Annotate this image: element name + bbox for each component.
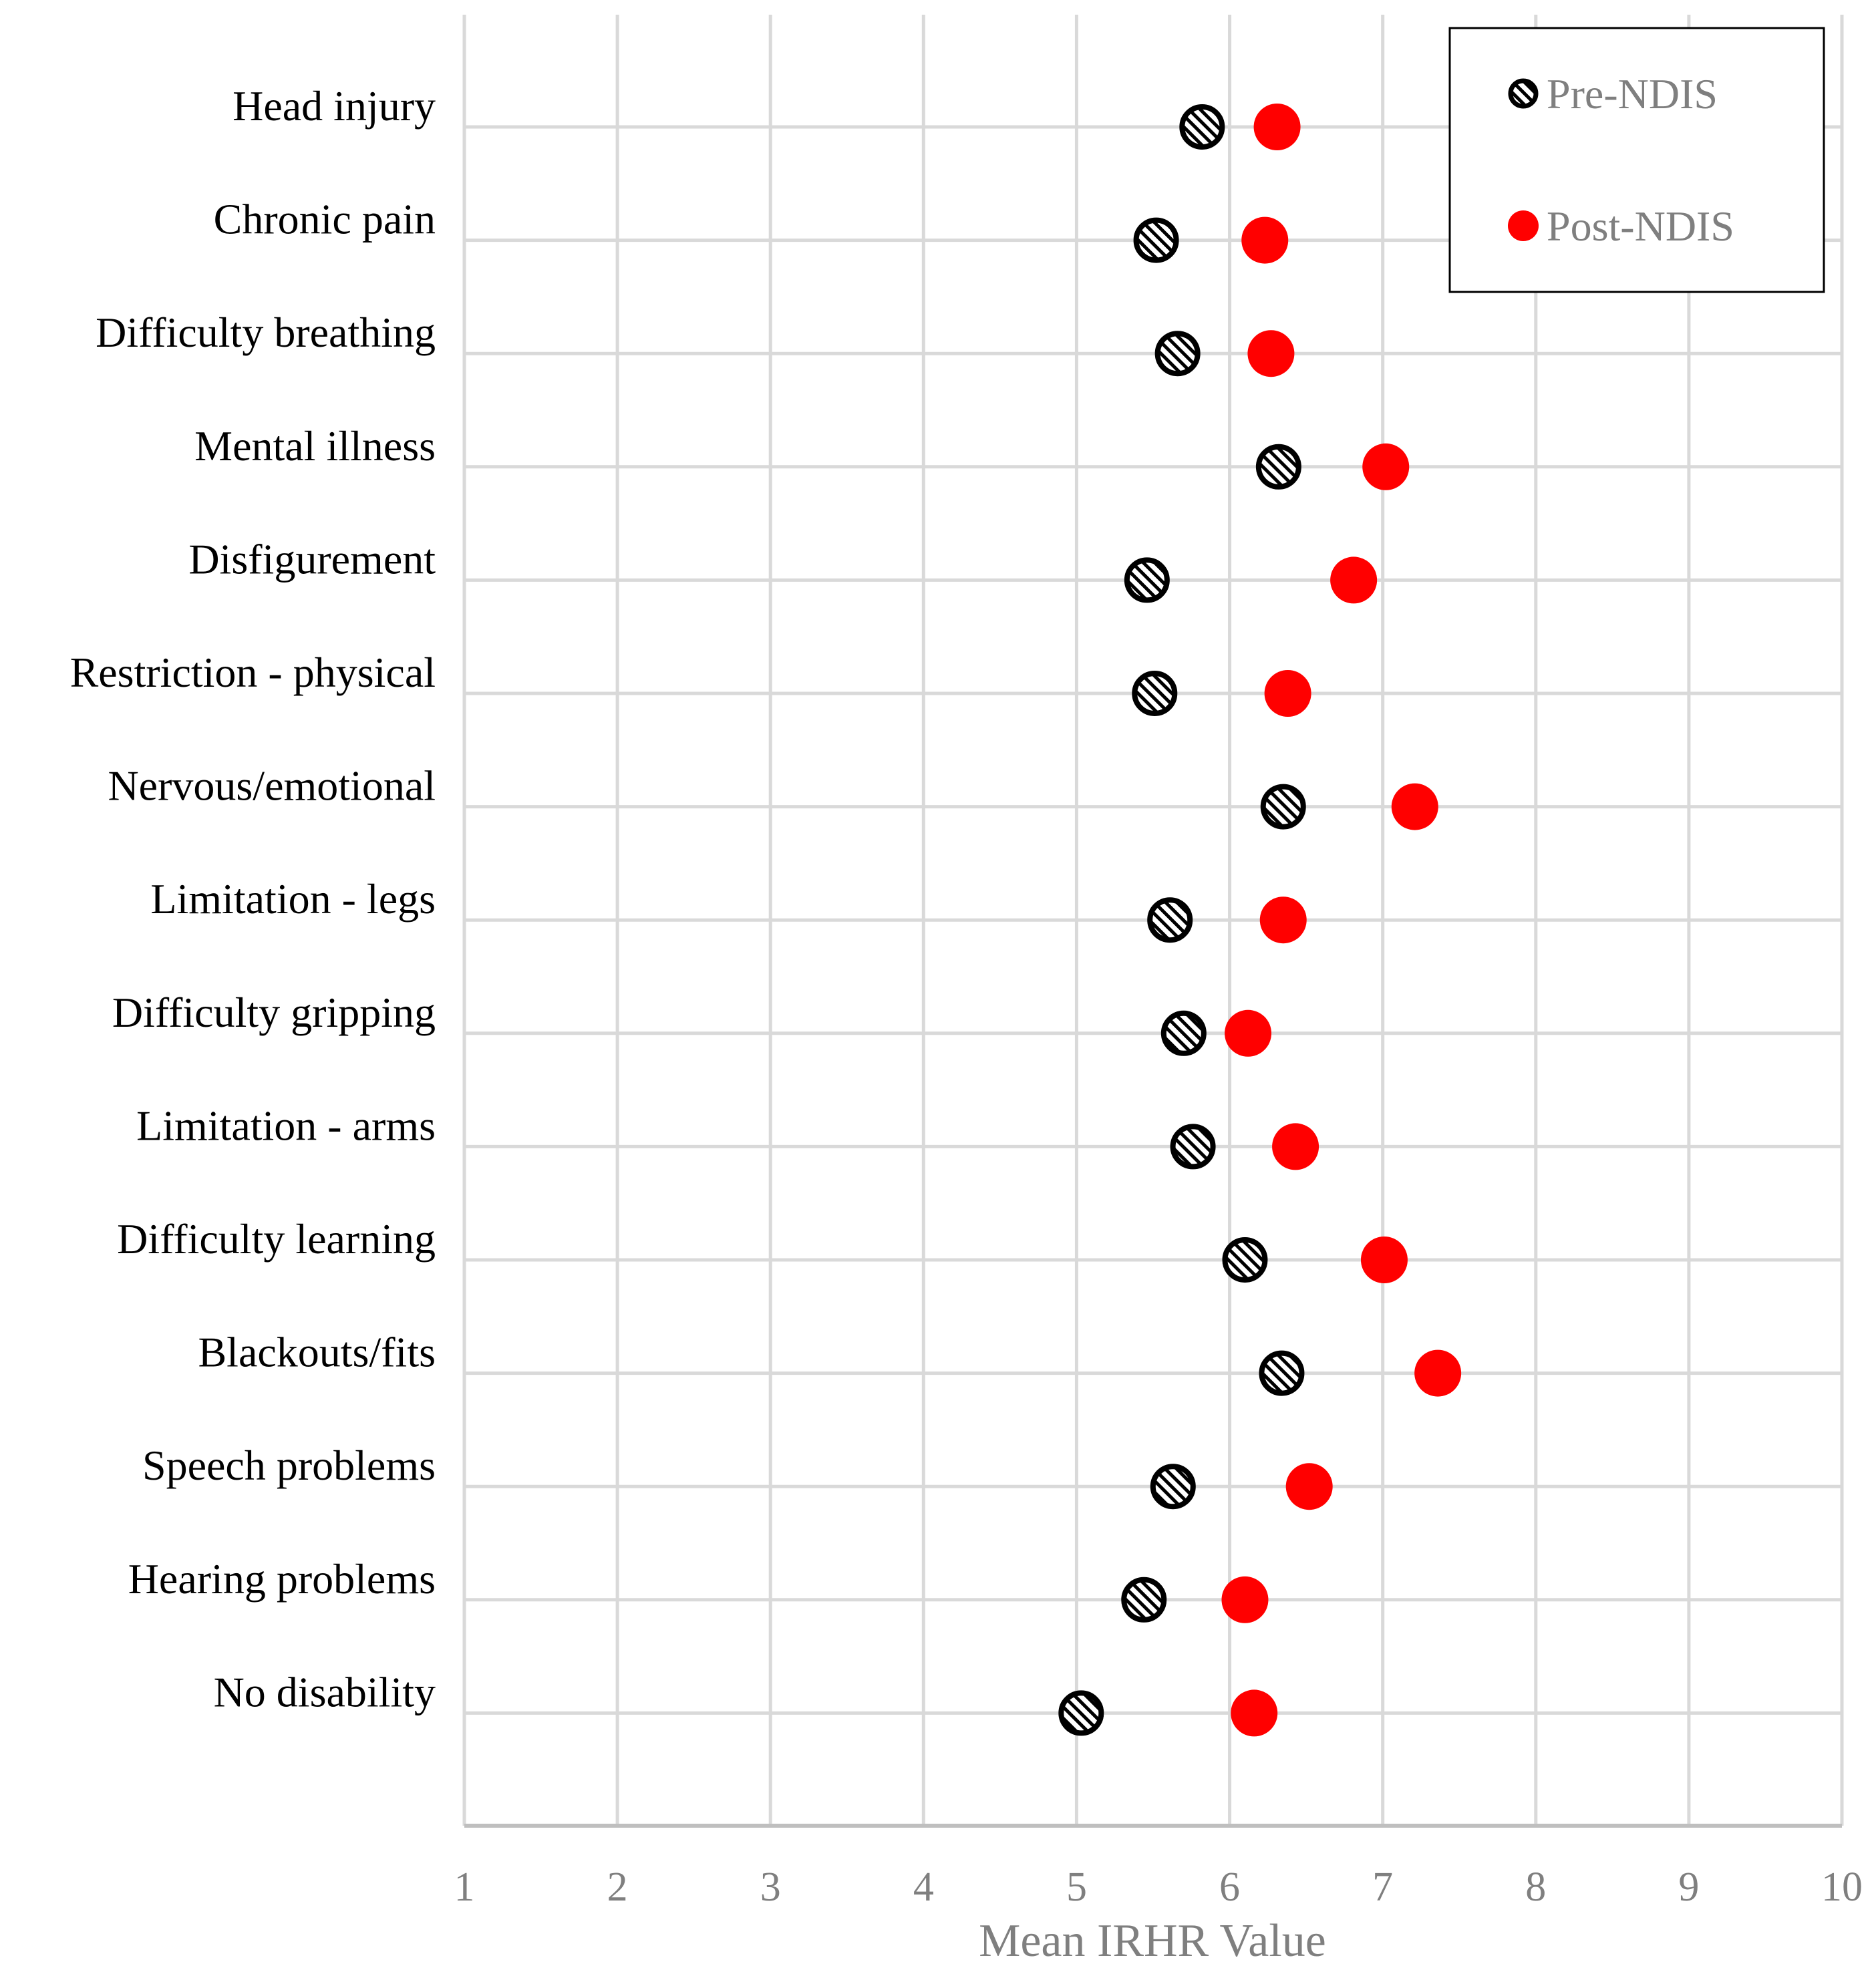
point-post-ndis-blackouts-fits <box>1414 1349 1462 1397</box>
category-label-difficulty-gripping: Difficulty gripping <box>112 989 436 1036</box>
category-label-limitation-legs: Limitation - legs <box>150 875 436 923</box>
category-labels: Head injury Chronic pain Difficulty breath… <box>70 82 436 1715</box>
x-tick-label: 4 <box>913 1864 934 1910</box>
category-label-head-injury: Head injury <box>232 82 436 130</box>
x-tick-label: 2 <box>607 1864 628 1910</box>
legend: Pre-NDIS Post-NDIS <box>1448 27 1825 293</box>
point-post-ndis-mental-illness <box>1362 443 1410 490</box>
category-label-hearing-problems: Hearing problems <box>128 1555 436 1603</box>
category-label-nervous-emotional: Nervous/emotional <box>108 762 436 810</box>
point-post-ndis-restriction-physical <box>1264 670 1311 717</box>
category-label-speech-problems: Speech problems <box>142 1442 436 1489</box>
x-tick-label: 3 <box>760 1864 781 1910</box>
point-pre-ndis-no-disability <box>1058 1690 1104 1736</box>
x-tick-label: 7 <box>1372 1864 1393 1910</box>
point-post-ndis-chronic-pain <box>1241 216 1289 264</box>
legend-box <box>1448 27 1825 293</box>
point-post-ndis-limitation-arms <box>1272 1123 1319 1170</box>
point-pre-ndis-mental-illness <box>1255 444 1301 490</box>
point-post-ndis-head-injury <box>1253 104 1301 150</box>
point-pre-ndis-difficulty-learning <box>1222 1237 1268 1283</box>
point-pre-ndis-limitation-arms <box>1170 1124 1216 1170</box>
point-post-ndis-nervous-emotional <box>1391 783 1438 830</box>
point-pre-ndis-restriction-physical <box>1132 671 1178 716</box>
point-post-ndis-disfigurement <box>1330 556 1378 604</box>
legend-label-pre-ndis: Pre-NDIS <box>1547 70 1718 118</box>
point-pre-ndis-nervous-emotional <box>1260 784 1306 830</box>
legend-marker-post-ndis <box>1508 210 1539 241</box>
point-pre-ndis-limitation-legs <box>1147 897 1193 943</box>
category-label-disfigurement: Disfigurement <box>188 535 436 583</box>
point-pre-ndis-difficulty-gripping <box>1160 1010 1207 1056</box>
x-tick-label: 8 <box>1525 1864 1546 1910</box>
category-label-blackouts-fits: Blackouts/fits <box>198 1329 436 1376</box>
point-pre-ndis-hearing-problems <box>1121 1577 1167 1623</box>
x-tick-label: 9 <box>1678 1864 1699 1910</box>
x-axis-title: Mean IRHR Value <box>979 1915 1326 1967</box>
point-pre-ndis-difficulty-breathing <box>1154 331 1201 377</box>
point-post-ndis-no-disability <box>1231 1689 1278 1737</box>
category-label-restriction-physical: Restriction - physical <box>70 649 436 696</box>
point-pre-ndis-chronic-pain <box>1133 217 1179 263</box>
category-label-difficulty-breathing: Difficulty breathing <box>96 309 436 356</box>
x-tick-labels: 1 2 3 4 5 6 7 8 9 10 <box>454 1864 1863 1910</box>
x-tick-label: 1 <box>454 1864 475 1910</box>
category-label-limitation-arms: Limitation - arms <box>136 1102 436 1149</box>
legend-marker-pre-ndis <box>1508 78 1539 109</box>
legend-label-post-ndis: Post-NDIS <box>1547 202 1734 250</box>
point-post-ndis-limitation-legs <box>1259 896 1307 944</box>
category-label-difficulty-learning: Difficulty learning <box>117 1215 436 1263</box>
point-pre-ndis-disfigurement <box>1124 557 1170 603</box>
data-points <box>1058 104 1462 1737</box>
point-pre-ndis-blackouts-fits <box>1259 1350 1305 1396</box>
point-post-ndis-difficulty-gripping <box>1225 1009 1272 1057</box>
category-label-no-disability: No disability <box>214 1668 436 1715</box>
point-pre-ndis-speech-problems <box>1150 1464 1196 1510</box>
point-post-ndis-difficulty-breathing <box>1247 330 1295 377</box>
point-post-ndis-hearing-problems <box>1221 1576 1269 1623</box>
category-label-chronic-pain: Chronic pain <box>214 196 436 243</box>
point-post-ndis-speech-problems <box>1285 1463 1333 1510</box>
category-label-mental-illness: Mental illness <box>194 422 436 470</box>
point-pre-ndis-head-injury <box>1179 104 1225 150</box>
x-tick-label: 5 <box>1066 1864 1087 1910</box>
point-post-ndis-difficulty-learning <box>1360 1237 1408 1283</box>
x-tick-label: 10 <box>1821 1864 1863 1910</box>
x-tick-label: 6 <box>1219 1864 1240 1910</box>
